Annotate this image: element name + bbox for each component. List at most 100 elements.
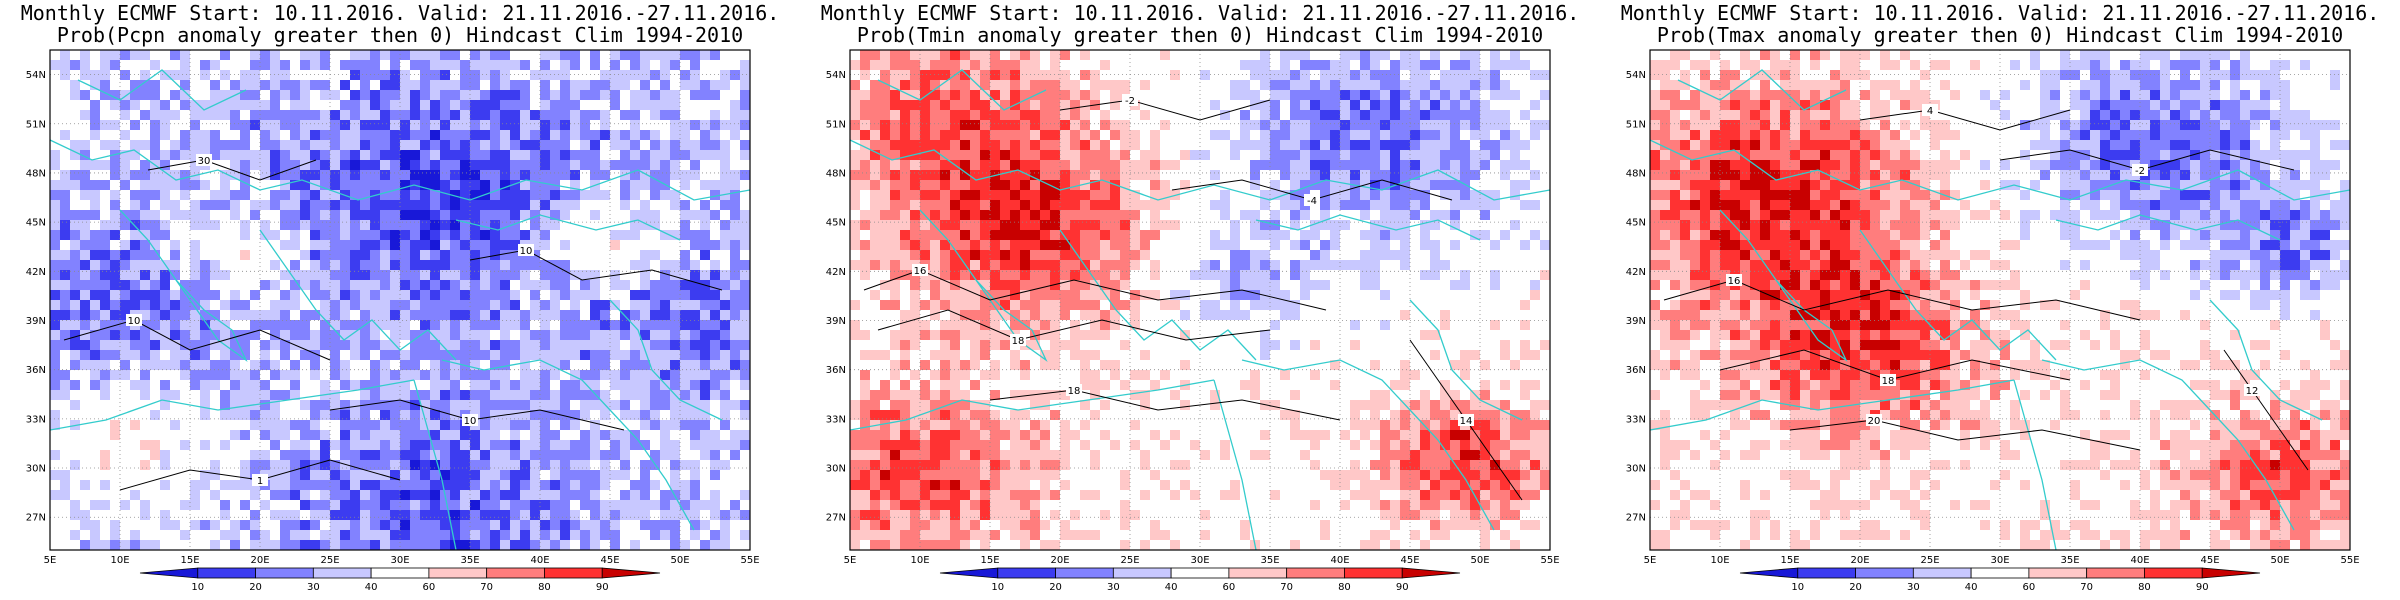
panel-title-line2: Prob(Tmin anomaly greater then 0) Hindca… xyxy=(856,23,1544,47)
contour-label: -2 xyxy=(1125,96,1135,107)
lon-tick-label: 25E xyxy=(1120,555,1139,566)
lat-tick-label: 36N xyxy=(1626,365,1646,376)
colorbar-tick-label: 90 xyxy=(2196,582,2209,593)
colorbar-tick-label: 80 xyxy=(538,582,551,593)
lat-tick-label: 51N xyxy=(1626,119,1646,130)
colorbar-swatch xyxy=(1228,567,1288,579)
lon-tick-label: 20E xyxy=(1050,555,1069,566)
colorbar-tick-label: 40 xyxy=(1165,582,1178,593)
colorbar-swatch xyxy=(312,567,372,579)
lat-tick-label: 33N xyxy=(1626,414,1646,425)
colorbar-swatch xyxy=(486,567,545,579)
anomaly-contours: 16 18 20 -2 4 12 xyxy=(1663,104,2309,471)
lon-tick-label: 30E xyxy=(1990,555,2009,566)
colorbar: 10 20 30 40 60 70 80 90 xyxy=(139,567,661,593)
lon-tick-label: 5E xyxy=(844,555,857,566)
lat-tick-label: 48N xyxy=(1626,168,1646,179)
colorbar-tick-label: 60 xyxy=(2023,582,2036,593)
colorbar-tick-label: 10 xyxy=(1791,582,1804,593)
colorbar-swatch xyxy=(1739,567,1799,579)
lat-tick-label: 51N xyxy=(26,119,46,130)
panel-title-line2: Prob(Tmax anomaly greater then 0) Hindca… xyxy=(1656,23,2344,47)
colorbar-tick-label: 90 xyxy=(1396,582,1409,593)
lat-tick-label: 48N xyxy=(826,168,846,179)
colorbar-tick-label: 60 xyxy=(1223,582,1236,593)
lat-tick-label: 39N xyxy=(826,316,846,327)
lat-tick-label: 33N xyxy=(826,414,846,425)
colorbar-swatch xyxy=(2144,567,2203,579)
colorbar-tick-label: 40 xyxy=(365,582,378,593)
colorbar-tick-label: 70 xyxy=(2080,582,2093,593)
colorbar-swatch xyxy=(544,567,603,579)
lon-tick-label: 55E xyxy=(740,555,759,566)
colorbar-swatch xyxy=(939,567,999,579)
lat-tick-label: 30N xyxy=(26,464,46,475)
colorbar-swatch xyxy=(1401,567,1461,579)
tmax-probability-panel: 16 18 20 -2 4 12 5E 10E 15E 20E 25E 30E 35E 40E 45E 50E… xyxy=(1600,0,2400,600)
contour-label: 1 xyxy=(257,476,263,487)
lat-tick-label: 30N xyxy=(826,464,846,475)
contour-label: 4 xyxy=(1927,106,1933,117)
contour-label: -2 xyxy=(2135,166,2145,177)
colorbar-tick-label: 70 xyxy=(480,582,493,593)
lon-tick-label: 45E xyxy=(600,555,619,566)
colorbar-tick-label: 20 xyxy=(1849,582,1862,593)
colorbar-swatch xyxy=(2028,567,2088,579)
lon-tick-label: 45E xyxy=(1400,555,1419,566)
contour-label: 16 xyxy=(914,266,927,277)
map-svg: 16 18 18 -4 -2 14 5E 10E 15E 20E 25E 30E 35E 40E 45E 50… xyxy=(826,49,1560,593)
lat-tick-label: 27N xyxy=(26,513,46,524)
panel-title-line1: Monthly ECMWF Start: 10.11.2016. Valid: … xyxy=(820,1,1580,25)
lon-tick-label: 40E xyxy=(530,555,549,566)
lon-tick-label: 15E xyxy=(180,555,199,566)
lat-tick-label: 54N xyxy=(1626,70,1646,81)
colorbar-swatch xyxy=(1855,567,1914,579)
anomaly-contours: 10 10 1 10 30 xyxy=(63,154,723,491)
lat-tick-label: 42N xyxy=(826,267,846,278)
plot-frame xyxy=(1649,49,2351,551)
lat-tick-label: 42N xyxy=(26,267,46,278)
tmin-probability-panel: 16 18 18 -4 -2 14 5E 10E 15E 20E 25E 30E 35E 40E 45E 50… xyxy=(800,0,1600,600)
graticule xyxy=(1650,50,2350,550)
lat-tick-label: 45N xyxy=(1626,218,1646,229)
colorbar-swatch xyxy=(139,567,199,579)
lon-tick-label: 45E xyxy=(2200,555,2219,566)
colorbar-tick-label: 30 xyxy=(1907,582,1920,593)
graticule xyxy=(850,50,1550,550)
lat-tick-label: 39N xyxy=(26,316,46,327)
colorbar: 10 20 30 40 60 70 80 90 xyxy=(939,567,1461,593)
lon-tick-label: 35E xyxy=(460,555,479,566)
lon-tick-label: 50E xyxy=(1470,555,1489,566)
contour-label: 14 xyxy=(1460,416,1473,427)
colorbar-tick-label: 30 xyxy=(1107,582,1120,593)
contour-label: 16 xyxy=(1728,276,1741,287)
colorbar-swatch xyxy=(1286,567,1345,579)
lat-tick-label: 51N xyxy=(826,119,846,130)
plot-frame xyxy=(49,49,751,551)
colorbar-tick-label: 70 xyxy=(1280,582,1293,593)
contour-label: 12 xyxy=(2246,386,2259,397)
lon-tick-label: 15E xyxy=(980,555,999,566)
coastlines xyxy=(1650,69,2350,550)
colorbar-swatch xyxy=(370,567,430,579)
lat-tick-label: 54N xyxy=(826,70,846,81)
colorbar-swatch xyxy=(1170,567,1230,579)
lon-tick-label: 40E xyxy=(2130,555,2149,566)
lat-tick-label: 33N xyxy=(26,414,46,425)
lon-tick-label: 55E xyxy=(1540,555,1559,566)
lon-tick-label: 5E xyxy=(1644,555,1657,566)
lon-tick-label: 30E xyxy=(390,555,409,566)
colorbar-swatch xyxy=(1912,567,1972,579)
panel-title-line2: Prob(Pcpn anomaly greater then 0) Hindca… xyxy=(56,23,744,47)
map-svg: 10 10 1 10 30 5E 10E 15E 20E 25E 30E 35E 40E 45E 50E 55… xyxy=(26,49,760,593)
lon-tick-label: 30E xyxy=(1190,555,1209,566)
lon-tick-label: 10E xyxy=(1710,555,1729,566)
colorbar-swatch xyxy=(997,567,1056,579)
lat-tick-label: 30N xyxy=(1626,464,1646,475)
colorbar-swatch xyxy=(197,567,256,579)
colorbar-tick-label: 80 xyxy=(1338,582,1351,593)
colorbar-swatch xyxy=(601,567,661,579)
lon-tick-label: 15E xyxy=(1780,555,1799,566)
lat-tick-label: 45N xyxy=(26,218,46,229)
lon-tick-label: 25E xyxy=(320,555,339,566)
